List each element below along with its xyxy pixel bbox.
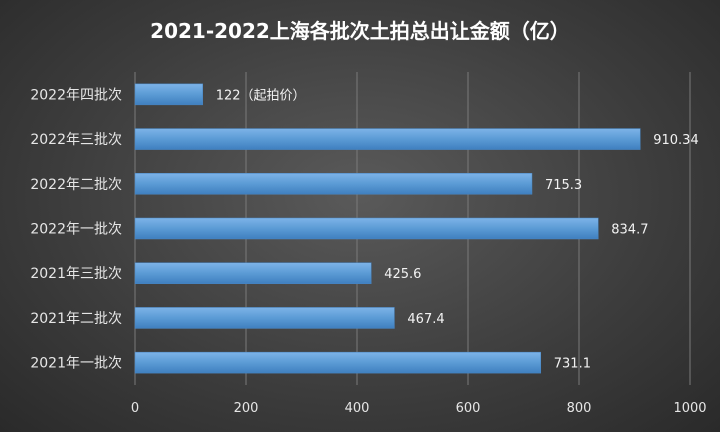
bar: [134, 217, 599, 240]
data-label: 910.34: [653, 133, 699, 148]
data-label: 467.4: [407, 312, 444, 327]
data-label: 731.1: [554, 357, 591, 372]
data-label: 122（起拍价）: [216, 88, 306, 103]
x-tick-label: 0: [131, 401, 139, 416]
x-tick-label: 800: [567, 401, 592, 416]
x-tick-label: 400: [345, 401, 370, 416]
category-label: 2021年二批次: [30, 311, 122, 327]
bar: [134, 83, 203, 106]
category-label: 2021年三批次: [30, 266, 122, 282]
bar: [134, 307, 395, 329]
bar: [134, 262, 372, 284]
category-label: 2022年三批次: [30, 132, 122, 148]
category-label: 2022年二批次: [30, 177, 122, 193]
x-tick-label: 200: [234, 401, 259, 416]
bars: [134, 83, 641, 374]
category-label: 2022年一批次: [30, 222, 122, 238]
bar: [134, 351, 542, 374]
data-label: 834.7: [611, 223, 648, 238]
data-label: 715.3: [545, 178, 582, 193]
category-label: 2022年四批次: [30, 87, 122, 103]
chart-title: 2021-2022上海各批次土拍总出让金额（亿）: [150, 19, 570, 43]
value-labels: 122（起拍价） 910.34 715.3 834.7 425.6 467.4 731.1: [216, 88, 699, 371]
bar: [134, 173, 533, 195]
bar: [134, 128, 641, 150]
x-tick-label: 600: [456, 401, 481, 416]
category-label: 2021年一批次: [30, 356, 122, 372]
category-labels: 2022年四批次 2022年三批次 2022年二批次 2022年一批次 2021年三批次…: [30, 87, 122, 371]
data-label: 425.6: [384, 267, 421, 282]
x-axis-ticks: 0 200 400 600 800 1000: [131, 401, 707, 416]
x-tick-label: 1000: [673, 401, 706, 416]
